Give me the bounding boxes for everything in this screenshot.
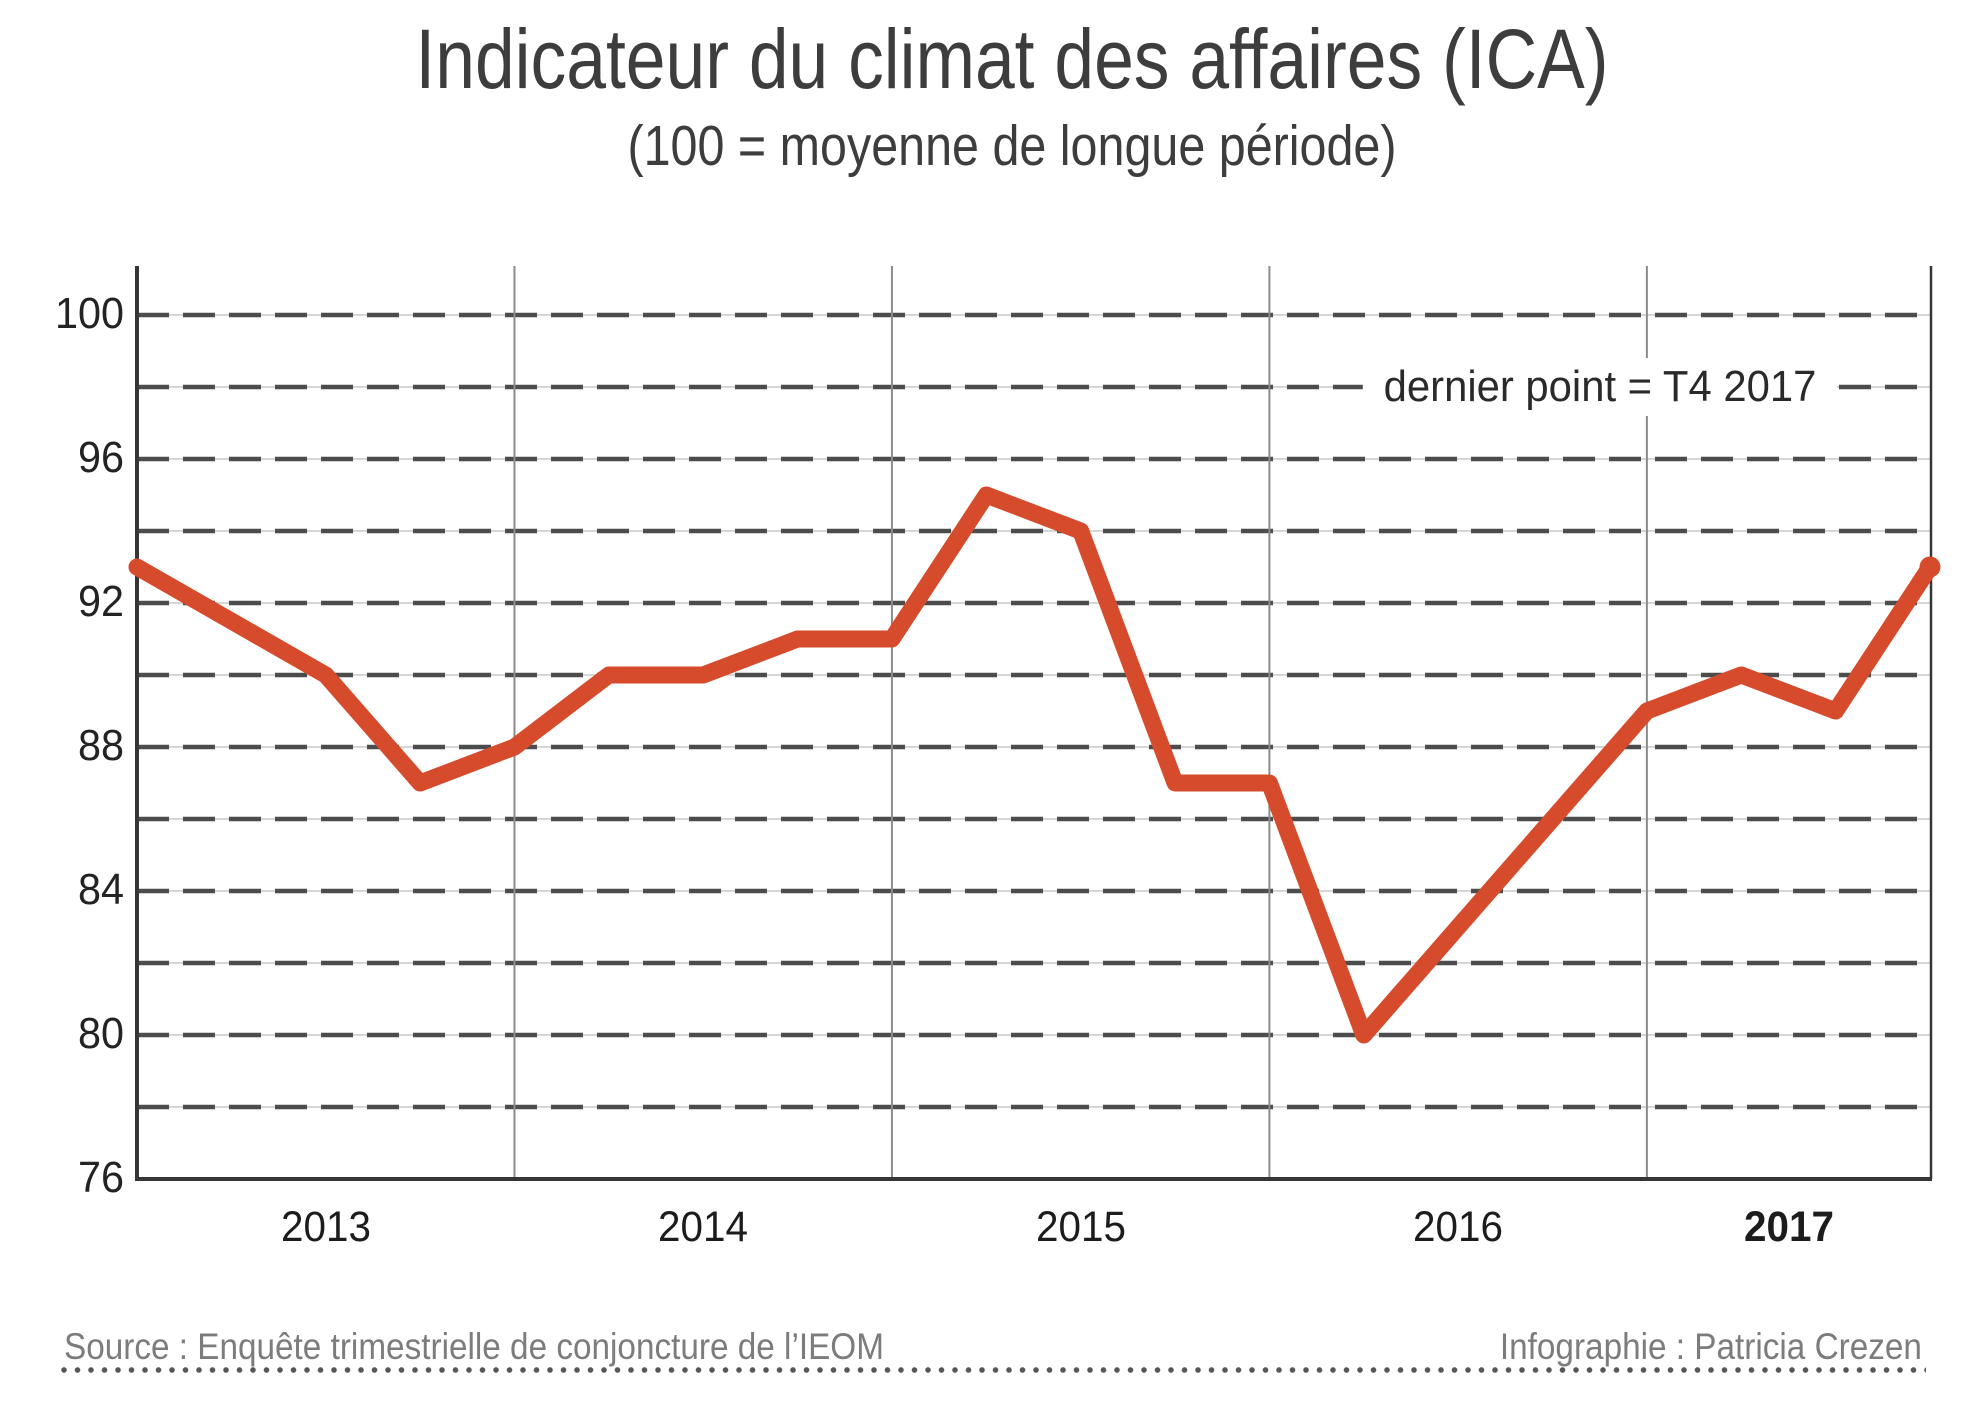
ica-series-line <box>128 486 1939 1044</box>
chart-subtitle: (100 = moyenne de longue période) <box>627 113 1397 178</box>
axes-frame <box>135 266 1933 1181</box>
last-point-marker <box>1919 556 1941 578</box>
header: Indicateur du climat des affaires (ICA) … <box>0 14 1984 177</box>
last-point-annotation: dernier point = T4 2017 <box>1362 358 1838 416</box>
chart-title: Indicateur du climat des affaires (ICA) <box>415 12 1609 106</box>
source-note: Source : Enquête trimestrielle de conjon… <box>64 1326 884 1367</box>
dotted-divider <box>60 1366 1926 1374</box>
credit-note: Infographie : Patricia Crezen <box>1499 1326 1922 1367</box>
